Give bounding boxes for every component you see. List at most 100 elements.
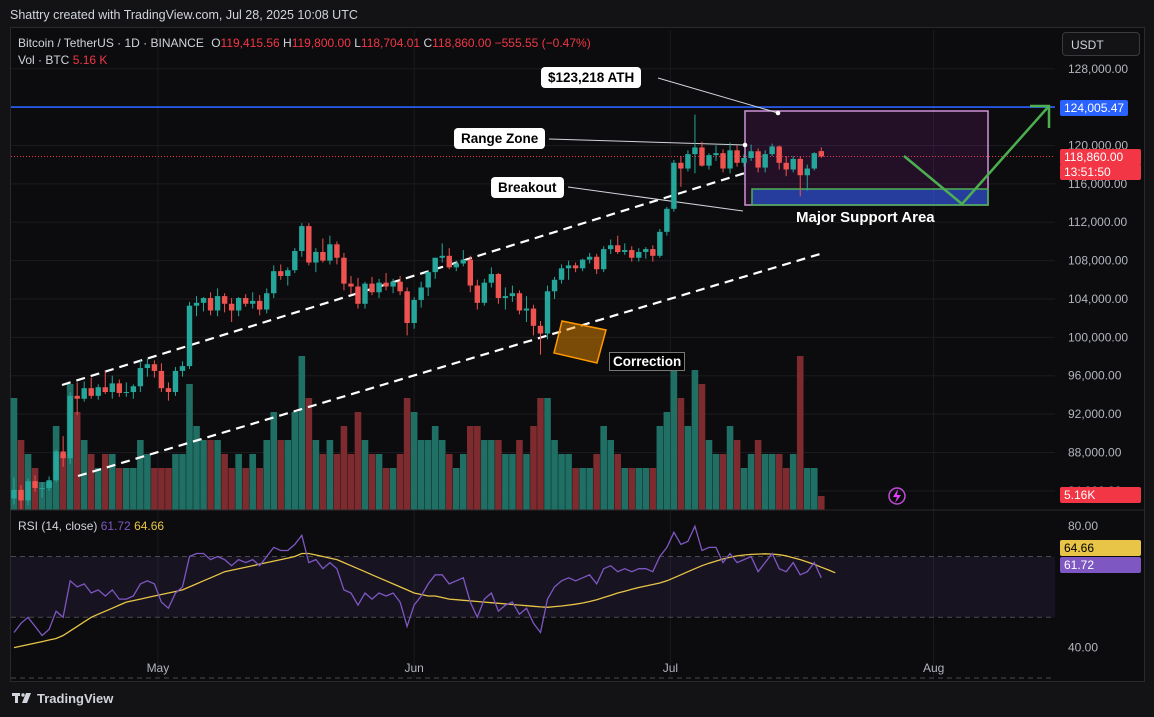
- candle-body: [179, 366, 186, 371]
- candle-body: [699, 147, 705, 166]
- volume-bar: [326, 440, 334, 510]
- volume-bar: [558, 454, 565, 510]
- volume-bar: [803, 468, 811, 510]
- candles[interactable]: [11, 114, 824, 510]
- volume-bar: [108, 454, 116, 510]
- candle-body: [228, 303, 235, 311]
- volume-bar: [417, 440, 425, 510]
- volume-bar: [712, 454, 720, 510]
- candle-body: [130, 386, 137, 393]
- candle-body: [116, 383, 122, 393]
- chart-frame: [10, 27, 1145, 682]
- volume-bar: [642, 468, 650, 510]
- volume-bar: [200, 440, 207, 510]
- candle-body: [221, 296, 228, 304]
- candle-body: [264, 293, 270, 310]
- volume-bar: [649, 468, 657, 510]
- candle-body: [292, 251, 298, 271]
- price-tick-label: 112,000.00: [1068, 215, 1127, 229]
- candle-body: [818, 151, 824, 157]
- chart-attribution: Shattry created with TradingView.com, Ju…: [10, 8, 358, 22]
- rsi-band: [11, 556, 1055, 618]
- volume-bars: [10, 356, 825, 510]
- price-tick-label: 92,000.00: [1068, 407, 1122, 421]
- price-tick-label: 96,000.00: [1068, 369, 1122, 383]
- rsi-ma-value: 64.66: [134, 519, 165, 533]
- volume-bar: [607, 440, 614, 510]
- candle-body: [523, 308, 530, 311]
- volume-bar: [158, 468, 165, 510]
- candle-body: [334, 244, 340, 258]
- candle-body: [804, 168, 810, 176]
- volume-bar: [333, 454, 341, 510]
- candle-body: [362, 283, 368, 304]
- volume-bar: [761, 454, 769, 510]
- volume-bar: [754, 440, 762, 510]
- candle-body: [207, 298, 214, 311]
- candle-body: [235, 298, 242, 311]
- volume-bar: [186, 384, 193, 510]
- volume-bar: [165, 468, 172, 510]
- candle-body: [741, 157, 747, 163]
- volume-bar: [452, 468, 460, 510]
- volume-bar: [796, 356, 804, 510]
- volume-bar: [101, 454, 109, 510]
- candle-body: [74, 395, 80, 399]
- open-value: 119,415.56: [220, 36, 280, 50]
- price-tick-label: 88,000.00: [1068, 445, 1122, 459]
- candle-body: [685, 154, 691, 169]
- support-area-box: [751, 188, 989, 206]
- candle-body: [39, 487, 45, 489]
- volume-bar: [354, 412, 362, 510]
- candle-body: [88, 388, 94, 396]
- volume-bar: [614, 454, 622, 510]
- volume-bar: [389, 468, 397, 510]
- candle-body: [776, 146, 782, 163]
- support-label: Major Support Area: [796, 209, 935, 226]
- breakout-leader-line: [567, 186, 744, 212]
- price-tick-label: 116,000.00: [1068, 177, 1127, 191]
- candle-body: [432, 257, 438, 273]
- candle-body: [278, 271, 284, 276]
- time-tick-label: May: [147, 661, 170, 675]
- candle-body: [579, 259, 586, 269]
- price-tick-label: 128,000.00: [1068, 62, 1128, 76]
- volume-bar: [621, 468, 629, 510]
- candle-body: [797, 158, 803, 176]
- candle-body: [200, 298, 207, 303]
- candle-body: [439, 255, 445, 258]
- volume-bar: [319, 454, 327, 510]
- candle-body: [467, 259, 473, 286]
- volume-bar: [698, 384, 706, 510]
- range-zone-callout: Range Zone: [454, 128, 546, 149]
- ath-callout: $123,218 ATH: [541, 67, 642, 88]
- currency-button[interactable]: USDT: [1062, 32, 1140, 56]
- candle-body: [144, 364, 151, 369]
- volume-bar: [403, 398, 411, 510]
- candle-body: [53, 451, 59, 481]
- price-tick-label: 108,000.00: [1068, 254, 1128, 268]
- rsi-tick-label: 80.00: [1068, 519, 1098, 533]
- candle-body: [629, 250, 635, 258]
- candle-body: [790, 158, 796, 170]
- volume-bar: [628, 468, 636, 510]
- volume-bar: [179, 454, 186, 510]
- tradingview-footer[interactable]: TradingView: [12, 691, 113, 706]
- volume-bar: [172, 454, 179, 510]
- candle-body: [509, 293, 516, 297]
- volume-bar: [691, 370, 699, 510]
- candle-body: [418, 287, 424, 300]
- lower-trendline: [77, 252, 821, 478]
- candle-body: [572, 265, 579, 269]
- candle-body: [586, 256, 593, 260]
- candle-body: [327, 244, 333, 261]
- candle-body: [734, 150, 740, 163]
- candle-body: [165, 388, 172, 393]
- ath-leader-line: [657, 77, 779, 114]
- resistance-price-tag: 124,005.47: [1060, 100, 1129, 116]
- volume-bar: [424, 440, 432, 510]
- candle-body: [530, 308, 537, 326]
- volume-bar: [747, 454, 755, 510]
- change-value: −555.55 (−0.47%): [494, 36, 591, 50]
